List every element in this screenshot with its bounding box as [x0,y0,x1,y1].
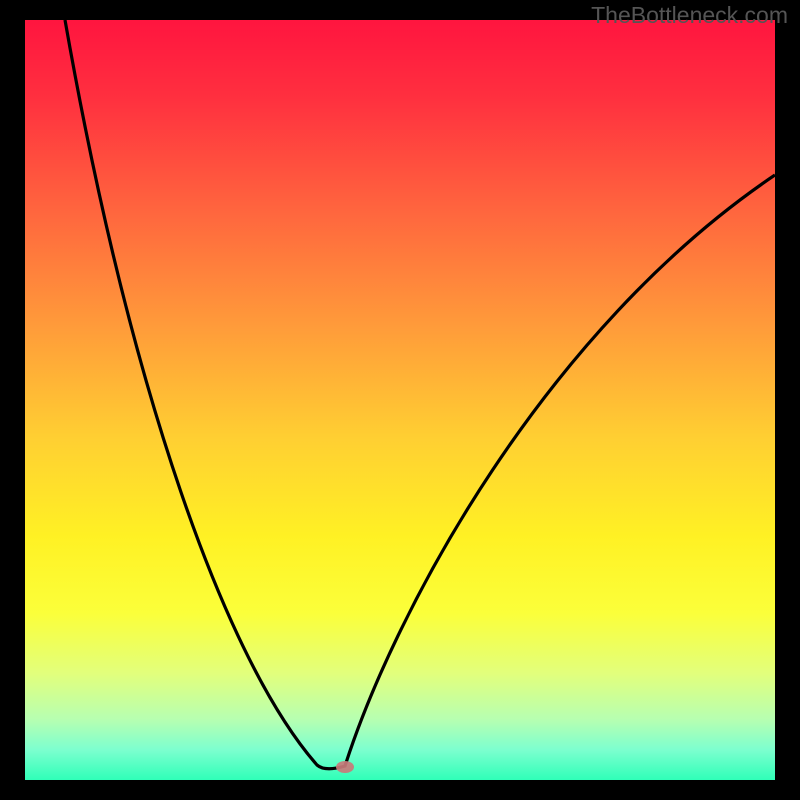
chart-container: TheBottleneck.com [0,0,800,800]
plot-area [25,20,775,780]
watermark-text: TheBottleneck.com [591,2,788,29]
minimum-marker [336,761,354,773]
bottleneck-curve [65,20,775,769]
curve-layer [25,20,775,780]
